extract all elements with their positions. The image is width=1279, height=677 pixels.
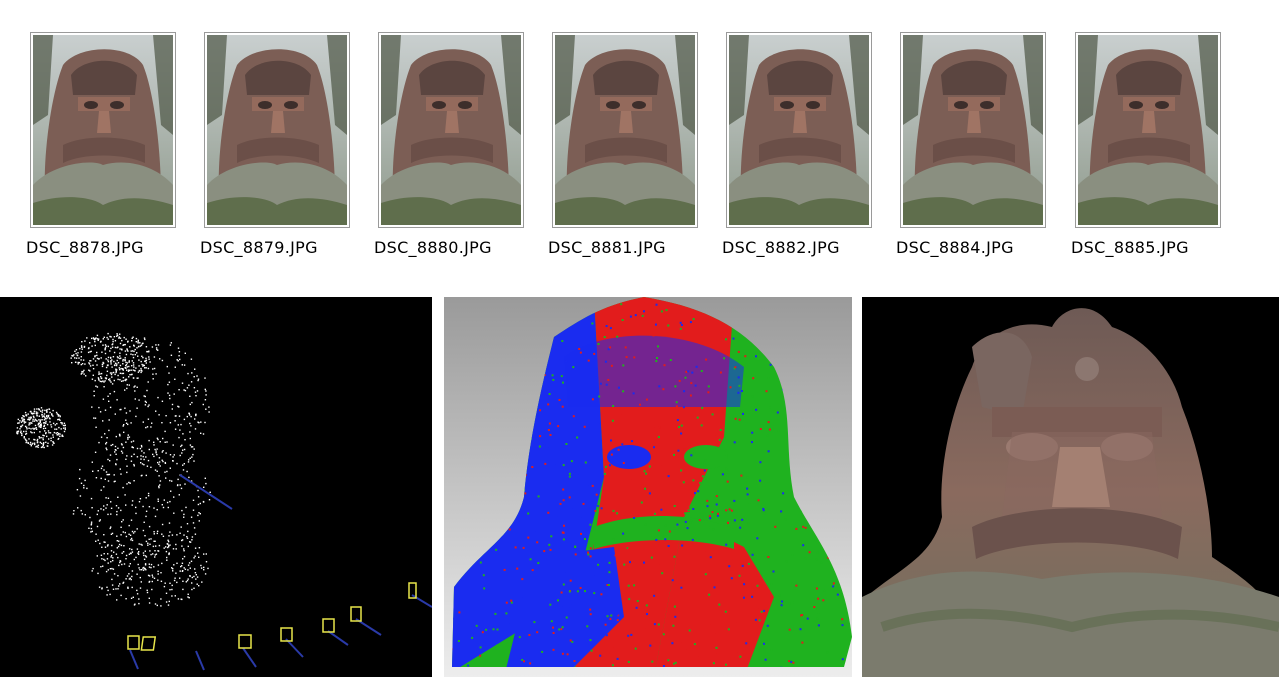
thumbnail-image[interactable] xyxy=(378,32,524,228)
sparse-point-cloud-view[interactable] xyxy=(0,297,432,677)
thumbnail-item[interactable]: DSC_8882.JPG xyxy=(722,32,872,257)
thumbnail-item[interactable]: DSC_8881.JPG xyxy=(548,32,698,257)
camera-frustum-icon xyxy=(140,636,157,651)
textured-statue xyxy=(862,308,1279,677)
thumbnail-filename: DSC_8884.JPG xyxy=(896,238,1014,257)
camera-frustum-icon xyxy=(280,627,293,642)
sparse-points xyxy=(16,332,211,607)
thumbnail-filename: DSC_8882.JPG xyxy=(722,238,840,257)
thumbnail-image[interactable] xyxy=(30,32,176,228)
thumbnail-filename: DSC_8879.JPG xyxy=(200,238,318,257)
camera-frustum-icon xyxy=(408,582,417,599)
thumbnail-image[interactable] xyxy=(552,32,698,228)
thumbnail-item[interactable]: DSC_8880.JPG xyxy=(374,32,524,257)
textured-model-view[interactable] xyxy=(862,297,1279,677)
thumbnail-item[interactable]: DSC_8879.JPG xyxy=(200,32,350,257)
camera-frustum-icon xyxy=(238,634,252,649)
thumbnail-image[interactable] xyxy=(204,32,350,228)
thumbnail-filename: DSC_8881.JPG xyxy=(548,238,666,257)
thumbnail-item[interactable]: DSC_8885.JPG xyxy=(1071,32,1221,257)
thumbnail-filename: DSC_8880.JPG xyxy=(374,238,492,257)
dense-point-cloud-mesh xyxy=(452,297,852,667)
thumbnail-image[interactable] xyxy=(1075,32,1221,228)
thumbnail-image[interactable] xyxy=(900,32,1046,228)
thumbnail-item[interactable]: DSC_8878.JPG xyxy=(26,32,176,257)
thumbnail-image[interactable] xyxy=(726,32,872,228)
dense-point-cloud-view[interactable] xyxy=(444,297,852,677)
thumbnail-item[interactable]: DSC_8884.JPG xyxy=(896,32,1046,257)
thumbnail-filename: DSC_8885.JPG xyxy=(1071,238,1189,257)
camera-frustum-icons xyxy=(127,582,417,651)
camera-frustum-icon xyxy=(127,635,140,650)
thumbnail-filename: DSC_8878.JPG xyxy=(26,238,144,257)
camera-frustum-icon xyxy=(322,618,335,633)
camera-frustum-icon xyxy=(350,606,362,622)
